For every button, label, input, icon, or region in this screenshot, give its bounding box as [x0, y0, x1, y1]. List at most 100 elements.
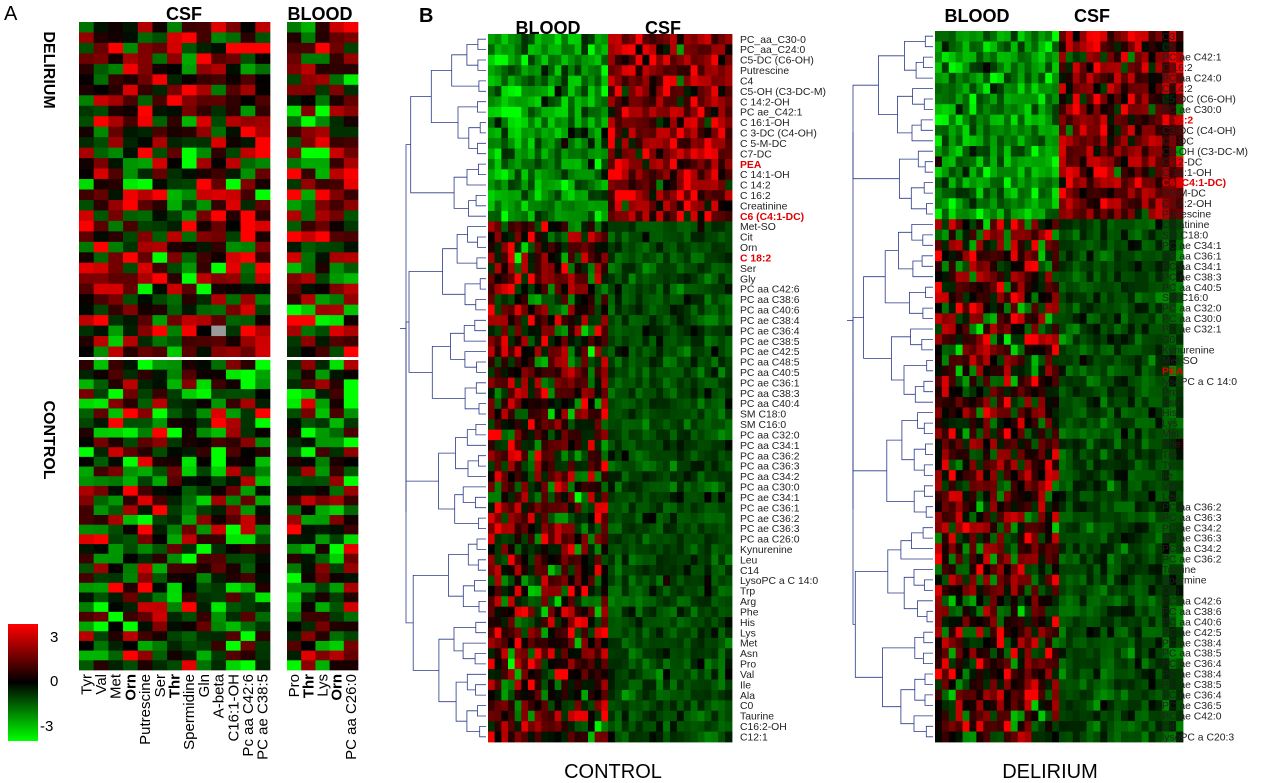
- heatmap-cell: [969, 156, 977, 168]
- heatmap-cell: [167, 660, 183, 671]
- heatmap-cell: [962, 229, 970, 241]
- heatmap-cell: [725, 283, 733, 295]
- dendrogram-branch: [913, 569, 933, 586]
- heatmap-cell: [718, 679, 726, 691]
- heatmap-cell: [997, 31, 1005, 42]
- heatmap-cell: [1176, 292, 1184, 304]
- heatmap-cell: [196, 544, 212, 555]
- heatmap-cell: [635, 700, 643, 712]
- heatmap-cell: [976, 344, 984, 356]
- heatmap-cell: [663, 648, 671, 660]
- heatmap-cell: [343, 563, 359, 574]
- heatmap-cell: [1093, 166, 1101, 178]
- heatmap-cell: [969, 208, 977, 220]
- heatmap-cell: [1169, 344, 1177, 356]
- heatmap-cell: [663, 617, 671, 628]
- heatmap-cell: [108, 650, 124, 661]
- heatmap-cell: [725, 75, 733, 87]
- heatmap-cell: [581, 544, 589, 555]
- heatmap-cell: [1065, 51, 1074, 63]
- heatmap-cell: [614, 148, 623, 160]
- heatmap-cell: [955, 250, 963, 262]
- heatmap-cell: [488, 523, 496, 535]
- heatmap-cell: [601, 211, 609, 222]
- heatmap-cell: [211, 168, 227, 180]
- heatmap-cell: [548, 523, 556, 535]
- heatmap-cell: [725, 648, 733, 660]
- heatmap-cell: [588, 377, 596, 389]
- heatmap-cell: [1100, 271, 1108, 283]
- heatmap-cell: [548, 596, 556, 608]
- heatmap-cell: [488, 335, 496, 347]
- heatmap-cell: [501, 700, 509, 712]
- heatmap-cell: [704, 346, 712, 358]
- heatmap-cell: [581, 242, 589, 254]
- heatmap-cell: [1052, 51, 1060, 63]
- heatmap-cell: [635, 419, 643, 431]
- heatmap-cell: [683, 96, 692, 108]
- heatmap-cell: [494, 148, 502, 160]
- heatmap-cell: [93, 220, 109, 232]
- heatmap-cell: [255, 534, 271, 545]
- heatmap-cell: [501, 544, 509, 555]
- heatmap-cell: [608, 96, 616, 108]
- heatmap-cell: [690, 315, 698, 326]
- heatmap-cell: [642, 96, 650, 108]
- heatmap-cell: [137, 126, 153, 138]
- panel-a-blood-header: BLOOD: [288, 4, 353, 24]
- heatmap-cell: [574, 731, 582, 743]
- legend-tick-high: 3: [50, 629, 58, 646]
- heatmap-cell: [581, 450, 589, 462]
- heatmap-cell: [941, 187, 950, 199]
- heatmap-cell: [1072, 187, 1081, 199]
- heatmap-cell: [196, 210, 212, 222]
- heatmap-cell: [501, 54, 509, 66]
- heatmap-cell: [690, 158, 698, 170]
- heatmap-cell: [663, 731, 671, 743]
- heatmap-cell: [1169, 146, 1177, 157]
- heatmap-cell: [79, 389, 95, 400]
- heatmap-cell: [1086, 313, 1094, 325]
- dendrogram-branch: [891, 336, 911, 381]
- heatmap-cell: [561, 606, 569, 618]
- heatmap-cell: [528, 398, 536, 410]
- heatmap-cell: [635, 481, 643, 493]
- heatmap-cell: [935, 323, 943, 335]
- panel-b-letter: B: [419, 5, 433, 27]
- heatmap-cell: [676, 242, 685, 254]
- heatmap-cell: [1038, 250, 1046, 262]
- heatmap-cell: [93, 283, 109, 295]
- heatmap-cell: [301, 582, 316, 593]
- heatmap-cell: [301, 476, 316, 487]
- heatmap-cell: [554, 689, 562, 701]
- heatmap-cell: [1059, 72, 1067, 84]
- dendrogram-branch: [924, 694, 933, 706]
- heatmap-cell: [704, 419, 712, 431]
- heatmap-cell: [614, 544, 623, 555]
- row-label: Val: [740, 670, 754, 681]
- heatmap-cell: [501, 179, 509, 191]
- heatmap-cell: [93, 379, 109, 390]
- heatmap-cell: [621, 221, 630, 233]
- heatmap-cell: [225, 231, 241, 243]
- heatmap-cell: [541, 679, 549, 691]
- heatmap-cell: [581, 325, 589, 337]
- heatmap-cell: [725, 117, 733, 129]
- heatmap-cell: [534, 44, 542, 56]
- heatmap-cell: [588, 596, 596, 608]
- heatmap-cell: [690, 294, 698, 306]
- heatmap-cell: [683, 440, 692, 451]
- heatmap-cell: [663, 440, 671, 451]
- heatmap-cell: [167, 325, 183, 337]
- heatmap-cell: [137, 563, 153, 574]
- heatmap-cell: [642, 689, 650, 701]
- heatmap-cell: [1017, 334, 1025, 346]
- heatmap-cell: [683, 34, 692, 45]
- heatmap-cell: [329, 611, 345, 622]
- heatmap-cell: [594, 54, 602, 66]
- heatmap-cell: [521, 450, 529, 462]
- heatmap-cell: [601, 731, 609, 743]
- heatmap-cell: [225, 42, 241, 54]
- heatmap-cell: [1169, 323, 1177, 335]
- heatmap-cell: [1003, 135, 1012, 147]
